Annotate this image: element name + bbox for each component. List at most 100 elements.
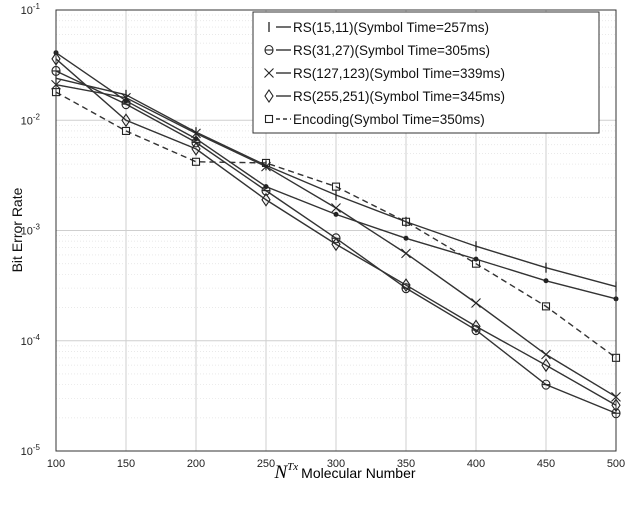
marker-square [191,157,201,166]
legend: RS(15,11)(Symbol Time=257ms) RS(31,27)(Sy… [252,11,600,134]
x-axis-label: NTx Molecular Number [273,461,415,483]
legend-label: RS(255,251)(Symbol Time=345ms) [293,89,505,104]
y-tick-exponent: -3 [33,223,41,232]
marker-cross-b [264,68,274,78]
marker-diamond [401,278,411,293]
x-tick-label: 150 [117,458,135,470]
marker-square [331,182,341,191]
data-point [403,235,409,241]
x-tick-labels: 100 150 200 250 300 350 400 450 500 [47,458,625,470]
marker-cross-b [121,92,131,103]
data-point [471,325,481,336]
legend-item: RS(31,27)(Symbol Time=305ms) [264,43,490,58]
data-point [331,237,341,252]
marker-diamond [331,237,341,252]
marker-dot [333,211,339,217]
x-axis-superscript: Tx [287,461,298,473]
y-tick-label: 10-3 [21,223,41,238]
legend-label: RS(15,11)(Symbol Time=257ms) [293,20,489,35]
y-tick-base: 10 [21,446,33,458]
data-point [191,157,201,166]
series-layer [51,50,621,419]
marker-square [264,114,274,124]
y-tick-label: 10-4 [21,333,41,348]
y-tick-labels: 10-110-210-310-410-5 [21,2,41,458]
legend-marker [264,44,274,56]
legend-box [252,11,600,134]
legend-label: Encoding(Symbol Time=350ms) [293,112,485,127]
x-tick-label: 300 [327,458,345,470]
x-tick-label: 350 [397,458,415,470]
x-tick-label: 400 [467,458,485,470]
marker-dot [263,184,269,190]
y-tick-exponent: -1 [33,2,41,11]
marker-dot [473,256,479,262]
data-point [333,211,339,217]
legend-item: RS(15,11)(Symbol Time=257ms) [268,20,489,35]
series-3 [51,79,621,402]
x-tick-label: 450 [537,458,555,470]
marker-square [541,302,551,311]
data-point [541,358,551,373]
legend-label: RS(31,27)(Symbol Time=305ms) [293,43,490,58]
y-tick-base: 10 [21,336,33,348]
data-point [191,141,201,156]
data-point [541,349,551,360]
y-tick-base: 10 [21,5,33,17]
x-axis-text: Molecular Number [301,465,416,481]
y-tick-exponent: -5 [33,443,41,452]
marker-cross-b [471,298,481,308]
data-point [261,158,271,167]
marker-square [121,126,131,135]
data-point [473,256,479,262]
marker-cross-b [401,248,411,259]
plot-frame [55,9,617,452]
y-tick-label: 10-5 [21,443,41,458]
x-axis-symbol: N [273,462,288,483]
data-point [263,184,269,190]
series-line [55,58,617,406]
marker-diamond [264,89,274,103]
series-line [55,91,617,359]
marker-diamond [121,113,131,128]
data-point [471,298,481,308]
data-point [121,92,131,103]
marker-dot [123,98,129,104]
data-point [471,319,481,334]
marker-dot [193,136,199,142]
legend-item: RS(255,251)(Symbol Time=345ms) [264,89,505,104]
x-tick-label: 500 [607,458,625,470]
data-point [401,248,411,259]
marker-square [401,217,411,226]
marker-diamond [471,319,481,334]
y-tick-label: 10-2 [21,112,41,127]
marker-diamond [541,358,551,373]
marker-diamond [261,192,271,207]
marker-square [261,158,271,167]
y-tick-exponent: -2 [33,112,41,121]
legend-item: Encoding(Symbol Time=350ms) [264,112,485,127]
legend-item: RS(127,123)(Symbol Time=339ms) [264,66,505,81]
data-point [331,182,341,191]
y-tick-exponent: -4 [33,333,41,342]
data-point [541,379,551,390]
data-point [261,192,271,207]
marker-cross-b [541,349,551,360]
series-4 [51,51,621,413]
data-point [401,278,411,293]
data-point [331,203,341,213]
legend-marker [264,68,274,78]
x-tick-label: 200 [187,458,205,470]
legend-marker [264,114,274,124]
data-point [401,217,411,226]
data-point [123,98,129,104]
legend-label: RS(127,123)(Symbol Time=339ms) [293,66,505,81]
data-point [193,136,199,142]
marker-dot [403,235,409,241]
data-point [121,113,131,128]
y-tick-base: 10 [21,115,33,127]
x-tick-label: 250 [257,458,275,470]
y-tick-label: 10-1 [21,2,41,17]
marker-cross-b [331,203,341,213]
